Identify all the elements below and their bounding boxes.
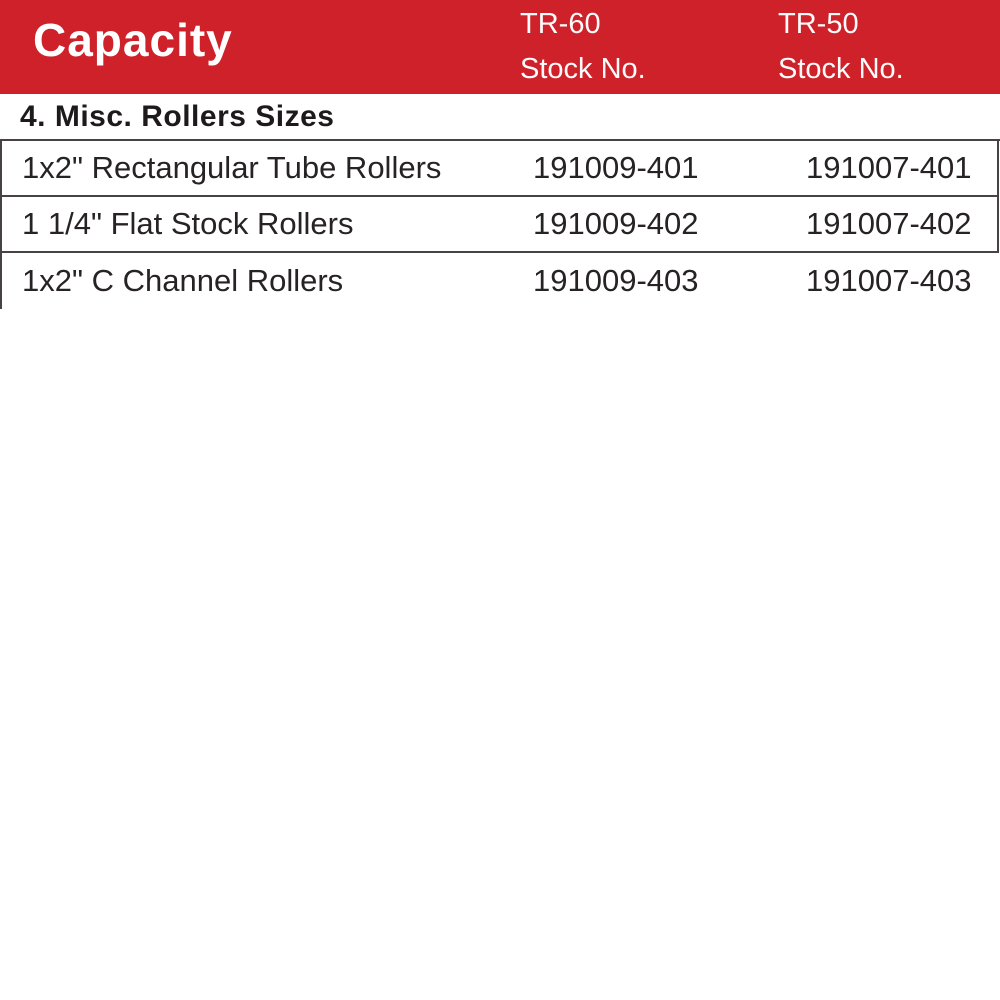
row-capacity-label: 1x2" C Channel Rollers — [22, 263, 344, 298]
column-header-tr60: TR-60 Stock No. — [520, 2, 646, 92]
row-tr50-stockno: 191007-402 — [806, 206, 972, 241]
section-title: 4. Misc. Rollers Sizes — [20, 99, 335, 133]
tr60-model-label: TR-60 — [520, 8, 601, 40]
row-tr50-stockno: 191007-403 — [806, 263, 972, 298]
row-tr60-stockno: 191009-402 — [533, 206, 699, 241]
rollers-table: 1x2" Rectangular Tube Rollers 191009-401… — [0, 141, 999, 309]
tr50-stockno-label: Stock No. — [778, 53, 904, 85]
row-tr50-stockno: 191007-401 — [806, 150, 972, 185]
capacity-title: Capacity — [33, 14, 233, 66]
table-row: 1x2" C Channel Rollers 191009-403 191007… — [0, 253, 999, 309]
row-capacity-label: 1x2" Rectangular Tube Rollers — [22, 150, 442, 185]
row-capacity-label: 1 1/4" Flat Stock Rollers — [22, 206, 354, 241]
section-header-row: 4. Misc. Rollers Sizes — [0, 94, 1000, 141]
column-header-tr50: TR-50 Stock No. — [778, 2, 904, 92]
row-tr60-stockno: 191009-403 — [533, 263, 699, 298]
tr60-stockno-label: Stock No. — [520, 53, 646, 85]
capacity-header-band: Capacity TR-60 Stock No. TR-50 Stock No. — [0, 0, 1000, 94]
table-row: 1 1/4" Flat Stock Rollers 191009-402 191… — [0, 197, 999, 253]
table-row: 1x2" Rectangular Tube Rollers 191009-401… — [0, 141, 999, 197]
tr50-model-label: TR-50 — [778, 8, 859, 40]
row-tr60-stockno: 191009-401 — [533, 150, 699, 185]
